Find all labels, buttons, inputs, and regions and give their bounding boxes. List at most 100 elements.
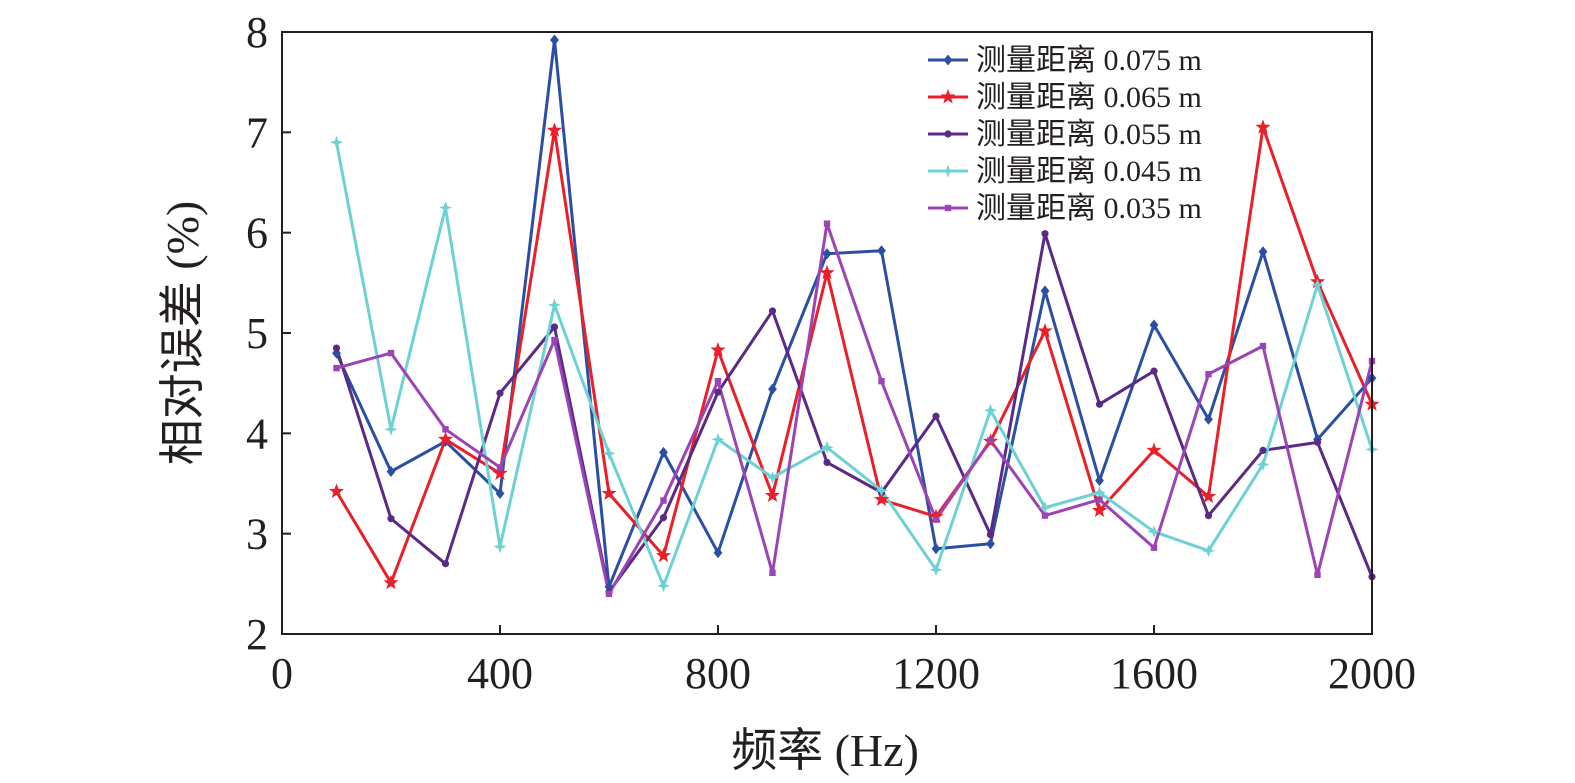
data-point-s3-15: [1095, 400, 1104, 408]
data-point-s4-1: [330, 135, 343, 149]
legend-label-1: 测量距离 0.075 m: [976, 44, 1202, 77]
data-point-s3-9: [768, 307, 777, 315]
data-point-s4-4: [493, 540, 507, 554]
legend-label-5: 测量距离 0.035 m: [976, 192, 1202, 225]
data-point-s3-17: [1204, 512, 1213, 520]
legend-label-2: 测量距离 0.065 m: [976, 81, 1202, 114]
data-point-s3-12: [932, 412, 940, 420]
data-point-s5-8: [714, 377, 722, 385]
x-tick-label: 1200: [892, 649, 980, 698]
data-point-s2-3: [437, 431, 454, 446]
y-axis-title: 相对误差 (%): [157, 201, 208, 465]
data-point-s3-4: [496, 389, 504, 397]
data-point-s4-11: [875, 484, 888, 498]
data-point-s5-3: [442, 426, 449, 433]
data-point-s4-5: [548, 298, 561, 312]
data-point-s1-7: [659, 446, 668, 458]
data-point-s1-18: [1258, 246, 1268, 258]
data-point-s3-5: [550, 323, 559, 331]
data-point-s2-14: [1037, 322, 1053, 338]
data-point-s2-8: [710, 342, 726, 357]
x-tick-label: 400: [467, 649, 533, 698]
series-line-5: [336, 222, 1374, 596]
plot-lines: [335, 38, 1374, 596]
data-point-s5-14: [1041, 512, 1049, 519]
legend-label-3: 测量距离 0.055 m: [976, 118, 1202, 151]
data-point-s5-4: [496, 464, 504, 471]
data-point-s2-5: [546, 122, 563, 137]
legend-marker-4: [941, 164, 955, 178]
data-point-s5-2: [387, 349, 395, 357]
data-point-s5-10: [823, 220, 831, 227]
data-point-s2-11: [873, 491, 890, 507]
data-point-s2-6: [601, 485, 617, 501]
data-point-s1-14: [1040, 285, 1050, 297]
data-point-s2-4: [492, 465, 508, 480]
data-point-s2-9: [764, 487, 781, 503]
x-axis-title: 频率 (Hz): [731, 725, 919, 776]
data-point-s4-19: [1311, 278, 1324, 292]
data-point-s4-10: [820, 440, 834, 454]
data-point-s2-12: [928, 508, 944, 524]
data-point-s5-11: [878, 377, 885, 385]
y-tick-label: 2: [246, 610, 268, 659]
data-point-s5-1: [333, 364, 340, 372]
data-point-s5-9: [769, 569, 776, 576]
data-point-s4-2: [384, 422, 398, 436]
y-tick-label: 3: [246, 510, 268, 559]
data-point-s5-5: [551, 336, 558, 344]
data-point-s5-17: [1205, 370, 1212, 378]
data-point-s3-13: [986, 531, 995, 539]
data-point-s1-9: [768, 383, 777, 395]
data-point-s4-7: [657, 579, 670, 593]
legend-marker-2: [940, 89, 956, 104]
data-point-s3-8: [714, 388, 722, 396]
data-point-s2-2: [383, 574, 399, 590]
data-point-s4-8: [711, 432, 725, 446]
data-point-s4-14: [1038, 501, 1052, 515]
y-tick-label: 5: [246, 309, 268, 358]
data-point-s1-1: [332, 347, 341, 359]
data-point-s2-10: [819, 264, 835, 280]
series-line-4: [335, 142, 1374, 588]
data-point-s5-18: [1259, 342, 1267, 350]
legend-marker-1: [943, 54, 953, 66]
data-point-s1-12: [931, 543, 941, 555]
data-point-s2-16: [1146, 442, 1162, 457]
data-point-s5-19: [1314, 571, 1321, 579]
data-point-s5-6: [605, 590, 613, 598]
legend-label-4: 测量距离 0.045 m: [976, 155, 1202, 188]
data-point-s2-17: [1200, 488, 1217, 504]
data-point-s4-18: [1256, 457, 1270, 471]
data-point-s4-13: [984, 403, 997, 417]
y-tick-label: 6: [246, 209, 268, 258]
data-point-s2-1: [328, 483, 345, 498]
data-point-s3-19: [1313, 438, 1322, 446]
data-point-s2-18: [1255, 119, 1271, 134]
data-point-s1-15: [1095, 474, 1104, 486]
data-point-s4-3: [439, 201, 452, 215]
x-tick-label: 1600: [1110, 649, 1198, 698]
data-point-s5-16: [1150, 544, 1158, 551]
legend: 测量距离 0.075 m 测量距离 0.065 m 测量距离 0.055 m 测量距离…: [928, 44, 1202, 225]
data-point-s5-13: [987, 437, 994, 444]
x-tick-label: 0: [271, 649, 293, 698]
data-point-s4-6: [602, 446, 616, 460]
data-point-s5-7: [660, 497, 667, 504]
y-tick-label: 7: [246, 108, 268, 157]
data-point-s3-1: [332, 344, 341, 352]
series-line-3: [335, 232, 1374, 594]
y-tick-label: 4: [246, 409, 268, 458]
data-point-s3-18: [1259, 446, 1267, 454]
data-point-s3-7: [659, 514, 668, 522]
data-point-s2-7: [655, 547, 672, 563]
data-point-s3-14: [1041, 230, 1049, 238]
data-point-s3-16: [1150, 367, 1158, 375]
data-point-s3-2: [387, 515, 395, 523]
data-point-s1-2: [386, 465, 396, 477]
data-point-s3-10: [823, 458, 831, 467]
x-tick-label: 800: [685, 649, 751, 698]
data-point-s1-16: [1149, 319, 1159, 331]
data-point-s5-12: [932, 516, 940, 523]
legend-marker-3: [944, 130, 952, 138]
